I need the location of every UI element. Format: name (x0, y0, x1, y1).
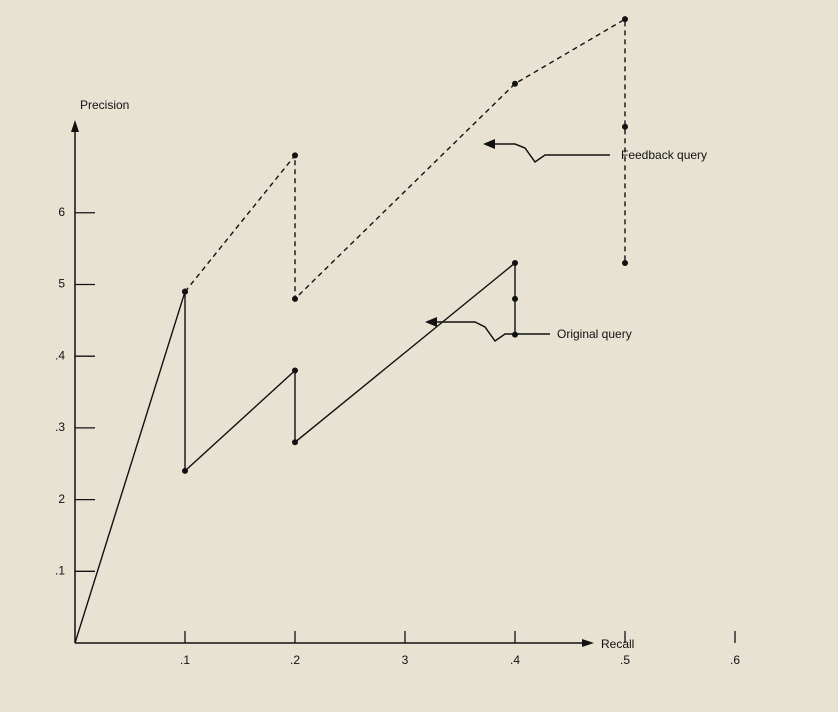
y-tick-label: 2 (58, 492, 65, 506)
series-label: Feedback query (621, 148, 707, 162)
y-tick-label: 5 (58, 277, 65, 291)
series-label: Original query (557, 327, 632, 341)
y-tick-label: .3 (55, 420, 65, 434)
annotation-arrowhead (483, 139, 495, 149)
y-tick-label: .4 (55, 348, 65, 362)
data-point (292, 295, 298, 302)
x-tick-label: .6 (730, 653, 740, 667)
data-point (182, 467, 188, 474)
x-tick-label: .1 (180, 653, 190, 667)
y-tick-label: 6 (58, 205, 65, 219)
annotation-arrow (490, 143, 610, 164)
y-tick-label: .1 (55, 563, 65, 577)
data-point (512, 259, 518, 266)
x-tick-label: .5 (620, 653, 630, 667)
data-point (512, 295, 518, 302)
x-axis-label: Recall (601, 637, 634, 651)
y-axis-arrow (71, 120, 79, 132)
x-tick-label: 3 (402, 653, 409, 667)
data-point (292, 152, 298, 159)
data-point (512, 80, 518, 87)
annotation-arrowhead (425, 317, 437, 327)
data-point (512, 331, 518, 338)
x-axis-arrow (582, 639, 594, 647)
series-line (74, 261, 516, 644)
data-point (292, 439, 298, 446)
data-point (182, 288, 188, 295)
x-tick-label: .2 (290, 653, 300, 667)
x-tick-label: .4 (510, 653, 520, 667)
data-point (622, 16, 628, 23)
y-axis-label: Precision (80, 98, 129, 112)
data-point (292, 367, 298, 374)
data-point (622, 123, 628, 130)
data-point (622, 259, 628, 266)
